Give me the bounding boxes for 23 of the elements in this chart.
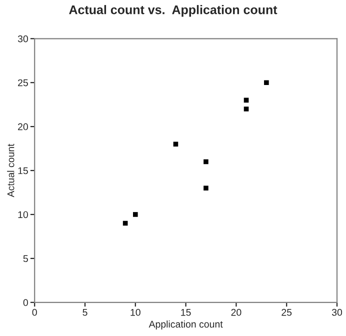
point	[264, 80, 269, 86]
x-tick-label: 20	[231, 308, 242, 316]
point	[132, 212, 138, 217]
y-axis-title: Actual count	[7, 144, 14, 198]
y-tick-label: 15	[18, 167, 28, 174]
y-tick-label: 20	[18, 123, 28, 130]
point	[244, 106, 249, 112]
x-tick-label: 0	[32, 308, 37, 316]
x-tick-label: 30	[332, 308, 342, 316]
point	[173, 142, 178, 147]
y-tick-label: 25	[18, 79, 28, 86]
x-axis-title: Application count	[148, 320, 223, 330]
x-tick-label: 15	[181, 309, 191, 316]
x-tick-label: 25	[282, 308, 292, 316]
x-tick-label: 5	[82, 309, 88, 316]
chart-title: Actual count vs. Application count	[69, 5, 278, 17]
y-tick-label: 30	[18, 35, 28, 42]
y-tick-label: 5	[23, 255, 28, 262]
x-tick-label: 10	[130, 308, 140, 316]
y-tick-label: 0	[23, 299, 28, 306]
point	[204, 159, 208, 164]
point	[204, 186, 208, 191]
y-tick-label: 10	[18, 211, 28, 218]
